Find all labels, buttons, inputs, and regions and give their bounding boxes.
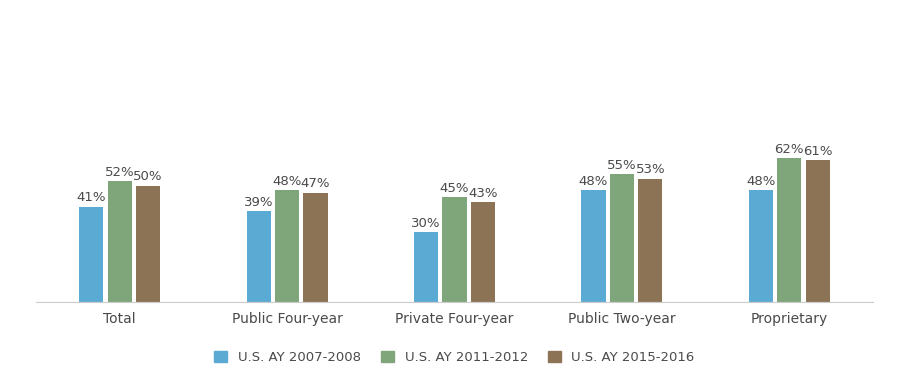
Bar xyxy=(136,186,160,302)
Text: 48%: 48% xyxy=(273,175,302,188)
Bar xyxy=(581,190,606,302)
Bar xyxy=(443,197,466,302)
Text: 45%: 45% xyxy=(440,182,469,195)
Text: 48%: 48% xyxy=(746,175,776,188)
Bar xyxy=(610,174,634,302)
Bar xyxy=(806,160,830,302)
Text: 62%: 62% xyxy=(775,142,804,156)
Bar xyxy=(471,202,495,302)
Text: 43%: 43% xyxy=(468,187,498,200)
Bar xyxy=(247,211,271,302)
Text: 39%: 39% xyxy=(244,196,274,209)
Bar xyxy=(749,190,773,302)
Text: 41%: 41% xyxy=(76,191,106,204)
Text: 50%: 50% xyxy=(133,170,163,183)
Text: 47%: 47% xyxy=(301,177,330,190)
Bar xyxy=(778,158,801,302)
Text: 55%: 55% xyxy=(608,159,636,172)
Text: 48%: 48% xyxy=(579,175,608,188)
Bar xyxy=(638,179,662,302)
Bar xyxy=(108,181,131,302)
Text: 52%: 52% xyxy=(105,166,134,179)
Legend: U.S. AY 2007-2008, U.S. AY 2011-2012, U.S. AY 2015-2016: U.S. AY 2007-2008, U.S. AY 2011-2012, U.… xyxy=(209,346,700,369)
Text: 61%: 61% xyxy=(803,145,833,158)
Bar xyxy=(79,207,104,302)
Text: 53%: 53% xyxy=(635,163,665,176)
Bar xyxy=(414,232,438,302)
Bar xyxy=(275,190,299,302)
Bar xyxy=(303,193,328,302)
Text: 30%: 30% xyxy=(411,217,441,230)
